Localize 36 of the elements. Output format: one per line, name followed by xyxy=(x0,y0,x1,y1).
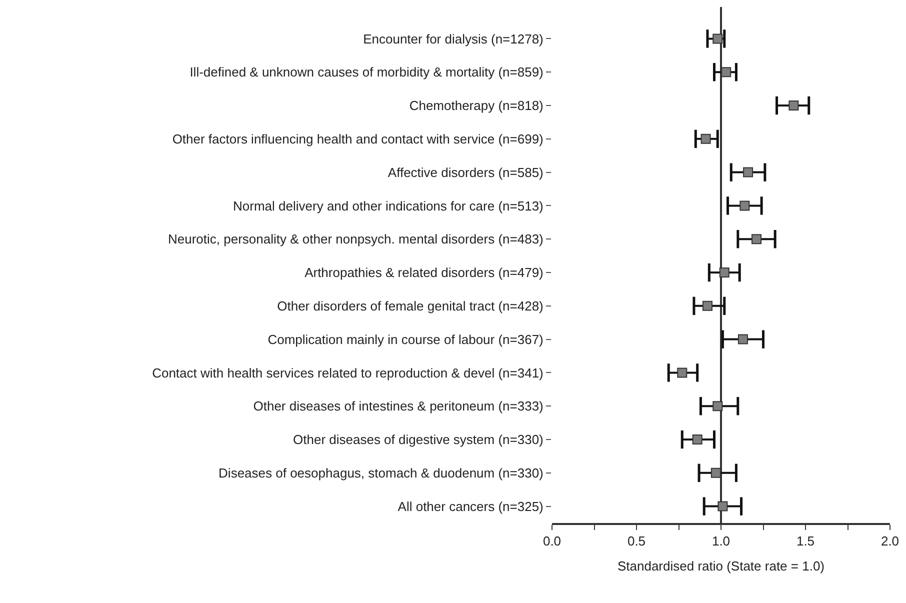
y-tick-label: Other diseases of intestines & peritoneum (n=333) xyxy=(253,398,544,414)
point xyxy=(712,401,723,412)
point xyxy=(788,100,799,110)
point xyxy=(751,234,762,244)
point xyxy=(702,300,712,311)
point xyxy=(738,334,748,344)
x-tick-label: 1.0 xyxy=(712,533,730,548)
y-tick-label: All other cancers (n=325) xyxy=(398,498,544,514)
point xyxy=(710,468,721,478)
y-tick-label: Chemotherapy (n=818) xyxy=(409,98,544,114)
point xyxy=(721,67,732,78)
point xyxy=(718,501,728,512)
point xyxy=(719,268,730,278)
y-tick-label: Ill-defined & unknown causes of morbidity & mortality (n=859) xyxy=(190,64,544,80)
x-axis-title: Standardised ratio (State rate = 1.0) xyxy=(617,558,825,574)
y-tick-label: Other factors influencing health and contact with service (n=699) xyxy=(172,131,544,146)
point xyxy=(700,134,711,144)
y-tick-label: Normal delivery and other indications for care (n=513) xyxy=(233,198,544,214)
point xyxy=(743,167,754,178)
point xyxy=(740,200,750,211)
point xyxy=(712,34,723,44)
x-tick-label: 1.5 xyxy=(796,533,815,548)
y-tick-label: Other disorders of female genital tract (n=428) xyxy=(277,298,544,314)
y-tick-label: Diseases of oesophagus, stomach & duodenum (n=330) xyxy=(218,465,544,480)
y-tick-label: Contact with health services related to reproduction & devel (n=341) xyxy=(152,365,544,380)
point xyxy=(692,434,702,444)
y-tick-label: Complication mainly in course of labour (n=367) xyxy=(268,332,544,347)
x-tick-label: 0.5 xyxy=(627,533,646,548)
y-tick-label: Affective disorders (n=585) xyxy=(388,164,544,180)
y-tick-label: Encounter for dialysis (n=1278) xyxy=(363,31,544,46)
y-tick-label: Neurotic, personality & other nonpsych. mental disorders (n=483) xyxy=(168,232,544,247)
x-tick-label: 2.0 xyxy=(880,533,900,548)
y-tick-label: Arthropathies & related disorders (n=479) xyxy=(304,265,544,280)
point xyxy=(677,368,688,378)
x-tick-label: 0.0 xyxy=(542,533,562,548)
y-tick-label: Other diseases of digestive system (n=330) xyxy=(293,432,544,448)
